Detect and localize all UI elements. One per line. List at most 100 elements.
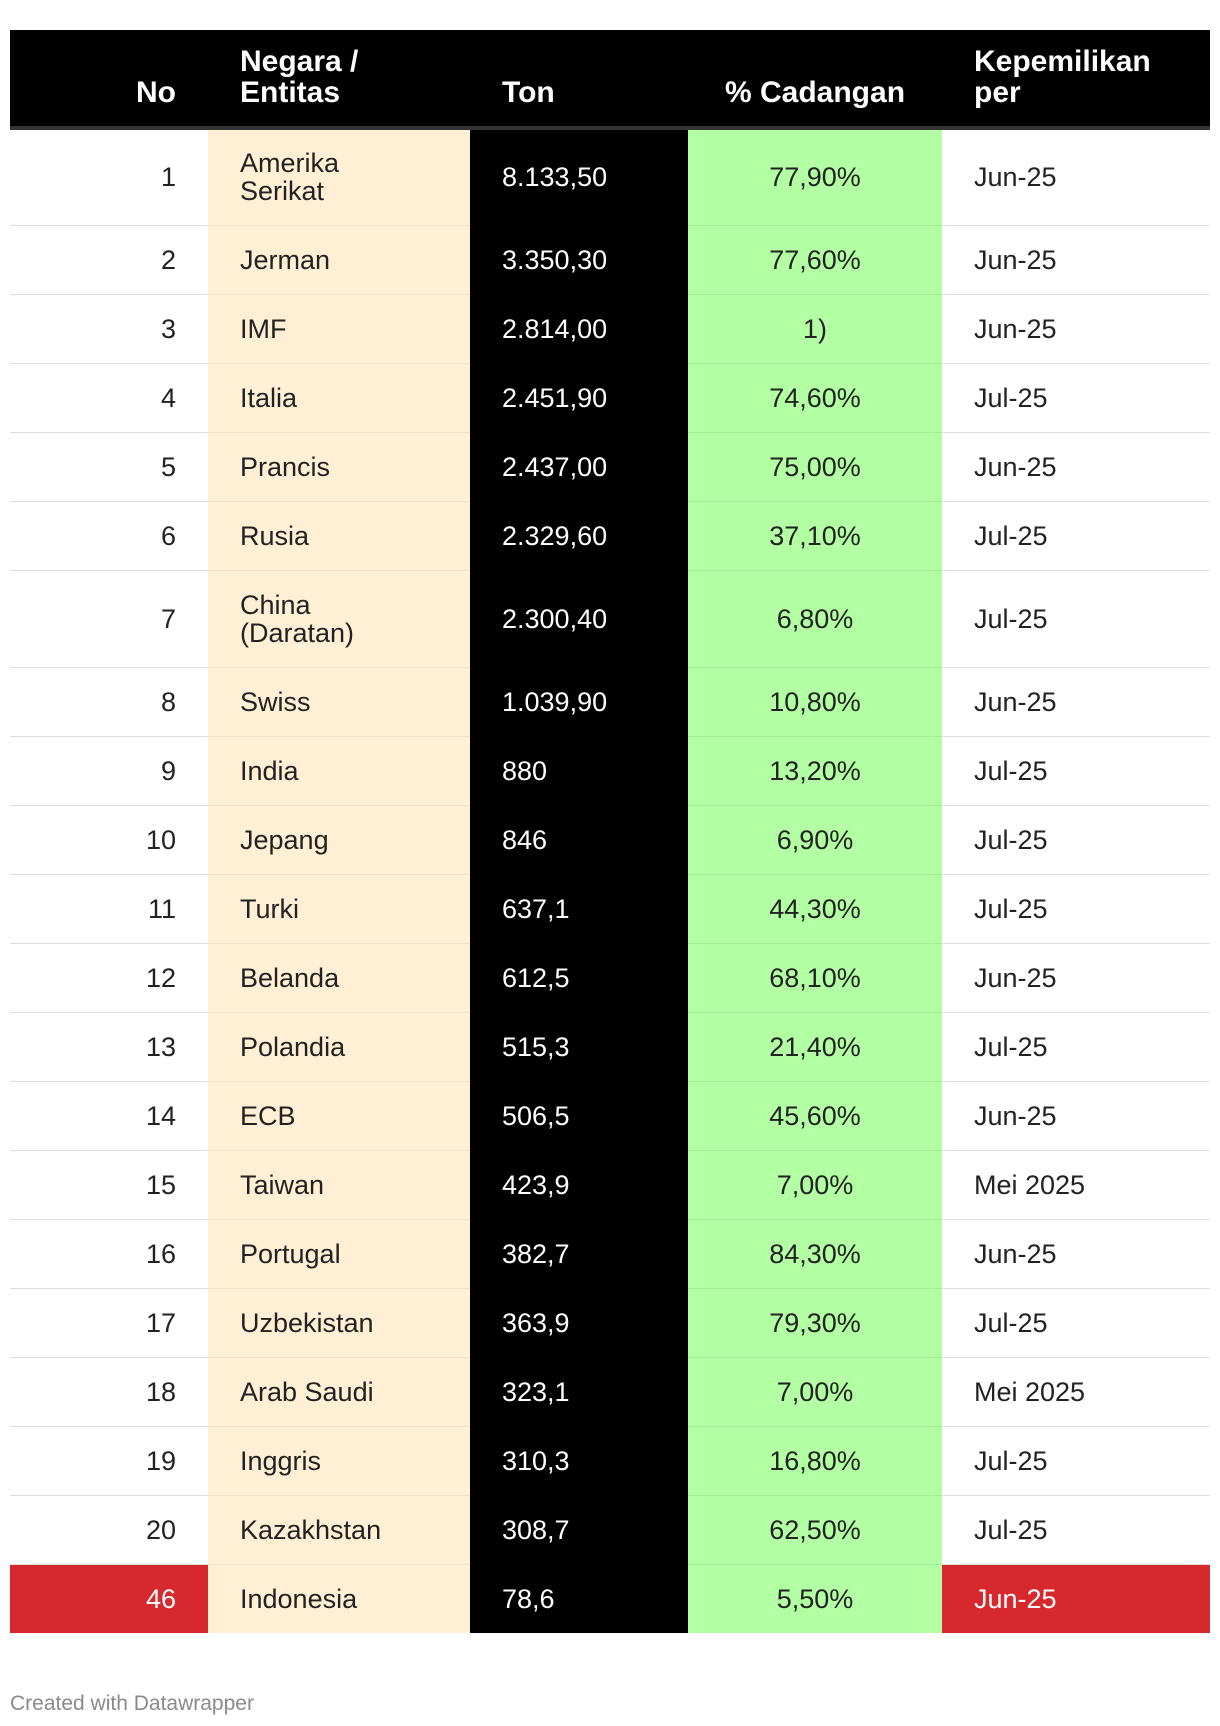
cell-kepemilikan: Jul-25	[942, 570, 1210, 668]
cell-cadangan: 6,80%	[688, 570, 942, 668]
cell-ton: 310,3	[470, 1426, 688, 1496]
cell-ton: 2.814,00	[470, 294, 688, 364]
cell-kepemilikan: Jul-25	[942, 1288, 1210, 1358]
cell-kepemilikan: Jun-25	[942, 128, 1210, 226]
cell-no: 13	[10, 1012, 208, 1082]
cell-negara: Swiss	[208, 667, 470, 737]
cell-ton: 506,5	[470, 1081, 688, 1151]
cell-kepemilikan: Jun-25	[942, 225, 1210, 295]
table-row: 6 Rusia 2.329,60 37,10% Jul-25	[10, 501, 1210, 571]
cell-kepemilikan: Jun-25	[942, 294, 1210, 364]
cell-ton: 323,1	[470, 1357, 688, 1427]
cell-no: 14	[10, 1081, 208, 1151]
cell-ton: 308,7	[470, 1495, 688, 1565]
cell-kepemilikan: Mei 2025	[942, 1150, 1210, 1220]
header-no[interactable]: No	[10, 30, 208, 130]
cell-cadangan: 21,40%	[688, 1012, 942, 1082]
cell-kepemilikan: Jul-25	[942, 1012, 1210, 1082]
header-cadangan[interactable]: % Cadangan	[688, 30, 942, 130]
cell-cadangan: 75,00%	[688, 432, 942, 502]
table-row: 4 Italia 2.451,90 74,60% Jul-25	[10, 363, 1210, 433]
cell-negara: ECB	[208, 1081, 470, 1151]
cell-no: 15	[10, 1150, 208, 1220]
table-row: 1 Amerika Serikat 8.133,50 77,90% Jun-25	[10, 128, 1210, 226]
cell-kepemilikan: Jul-25	[942, 363, 1210, 433]
cell-kepemilikan: Jun-25	[942, 667, 1210, 737]
cell-no: 7	[10, 570, 208, 668]
cell-no: 18	[10, 1357, 208, 1427]
cell-kepemilikan: Jun-25	[942, 432, 1210, 502]
table-row: 20 Kazakhstan 308,7 62,50% Jul-25	[10, 1495, 1210, 1565]
table-row: 13 Polandia 515,3 21,40% Jul-25	[10, 1012, 1210, 1082]
cell-ton: 2.329,60	[470, 501, 688, 571]
table-row: 46 Indonesia 78,6 5,50% Jun-25	[10, 1564, 1210, 1633]
cell-no: 6	[10, 501, 208, 571]
cell-cadangan: 1)	[688, 294, 942, 364]
cell-ton: 363,9	[470, 1288, 688, 1358]
table-row: 16 Portugal 382,7 84,30% Jun-25	[10, 1219, 1210, 1289]
cell-negara: Indonesia	[208, 1564, 470, 1633]
cell-no: 20	[10, 1495, 208, 1565]
cell-negara: Amerika Serikat	[208, 128, 470, 226]
cell-negara: Inggris	[208, 1426, 470, 1496]
cell-cadangan: 37,10%	[688, 501, 942, 571]
table-row: 5 Prancis 2.437,00 75,00% Jun-25	[10, 432, 1210, 502]
gold-reserves-table: No Negara / Entitas Ton % Cadangan Kepem…	[10, 30, 1210, 1633]
cell-cadangan: 6,90%	[688, 805, 942, 875]
cell-kepemilikan: Jul-25	[942, 736, 1210, 806]
table-header-row: No Negara / Entitas Ton % Cadangan Kepem…	[10, 30, 1210, 130]
cell-kepemilikan: Jul-25	[942, 1495, 1210, 1565]
table-row: 14 ECB 506,5 45,60% Jun-25	[10, 1081, 1210, 1151]
cell-kepemilikan: Mei 2025	[942, 1357, 1210, 1427]
cell-kepemilikan: Jun-25	[942, 943, 1210, 1013]
cell-negara: Polandia	[208, 1012, 470, 1082]
cell-no: 5	[10, 432, 208, 502]
cell-negara: Belanda	[208, 943, 470, 1013]
header-kepemilikan-label: Kepemilikan per	[974, 45, 1151, 109]
cell-no: 8	[10, 667, 208, 737]
table-row: 2 Jerman 3.350,30 77,60% Jun-25	[10, 225, 1210, 295]
cell-ton: 423,9	[470, 1150, 688, 1220]
cell-ton: 515,3	[470, 1012, 688, 1082]
table-row: 11 Turki 637,1 44,30% Jul-25	[10, 874, 1210, 944]
header-kepemilikan[interactable]: Kepemilikan per	[942, 30, 1210, 130]
table-body: 1 Amerika Serikat 8.133,50 77,90% Jun-25 2 Jer…	[10, 128, 1210, 1633]
cell-no: 17	[10, 1288, 208, 1358]
datawrapper-credit: Created with Datawrapper	[10, 1692, 254, 1715]
cell-ton: 1.039,90	[470, 667, 688, 737]
cell-kepemilikan: Jun-25	[942, 1081, 1210, 1151]
cell-kepemilikan: Jun-25	[942, 1219, 1210, 1289]
cell-no: 10	[10, 805, 208, 875]
cell-negara: China (Daratan)	[208, 570, 470, 668]
cell-kepemilikan: Jul-25	[942, 501, 1210, 571]
header-ton[interactable]: Ton	[470, 30, 688, 130]
cell-ton: 8.133,50	[470, 128, 688, 226]
cell-cadangan: 77,60%	[688, 225, 942, 295]
cell-cadangan: 10,80%	[688, 667, 942, 737]
cell-ton: 78,6	[470, 1564, 688, 1633]
cell-negara: Arab Saudi	[208, 1357, 470, 1427]
table-row: 7 China (Daratan) 2.300,40 6,80% Jul-25	[10, 570, 1210, 668]
table-row: 8 Swiss 1.039,90 10,80% Jun-25	[10, 667, 1210, 737]
cell-ton: 382,7	[470, 1219, 688, 1289]
cell-negara: Turki	[208, 874, 470, 944]
cell-ton: 2.300,40	[470, 570, 688, 668]
cell-kepemilikan: Jun-25	[942, 1564, 1210, 1633]
cell-kepemilikan: Jul-25	[942, 874, 1210, 944]
header-negara-label: Negara / Entitas	[240, 45, 359, 109]
table-row: 19 Inggris 310,3 16,80% Jul-25	[10, 1426, 1210, 1496]
cell-no: 1	[10, 128, 208, 226]
cell-cadangan: 45,60%	[688, 1081, 942, 1151]
cell-ton: 612,5	[470, 943, 688, 1013]
table-row: 18 Arab Saudi 323,1 7,00% Mei 2025	[10, 1357, 1210, 1427]
cell-negara: Taiwan	[208, 1150, 470, 1220]
cell-kepemilikan: Jul-25	[942, 1426, 1210, 1496]
table-row: 17 Uzbekistan 363,9 79,30% Jul-25	[10, 1288, 1210, 1358]
cell-no: 16	[10, 1219, 208, 1289]
table-row: 3 IMF 2.814,00 1) Jun-25	[10, 294, 1210, 364]
header-negara[interactable]: Negara / Entitas	[208, 30, 470, 130]
cell-cadangan: 68,10%	[688, 943, 942, 1013]
cell-cadangan: 7,00%	[688, 1150, 942, 1220]
cell-cadangan: 16,80%	[688, 1426, 942, 1496]
cell-ton: 846	[470, 805, 688, 875]
